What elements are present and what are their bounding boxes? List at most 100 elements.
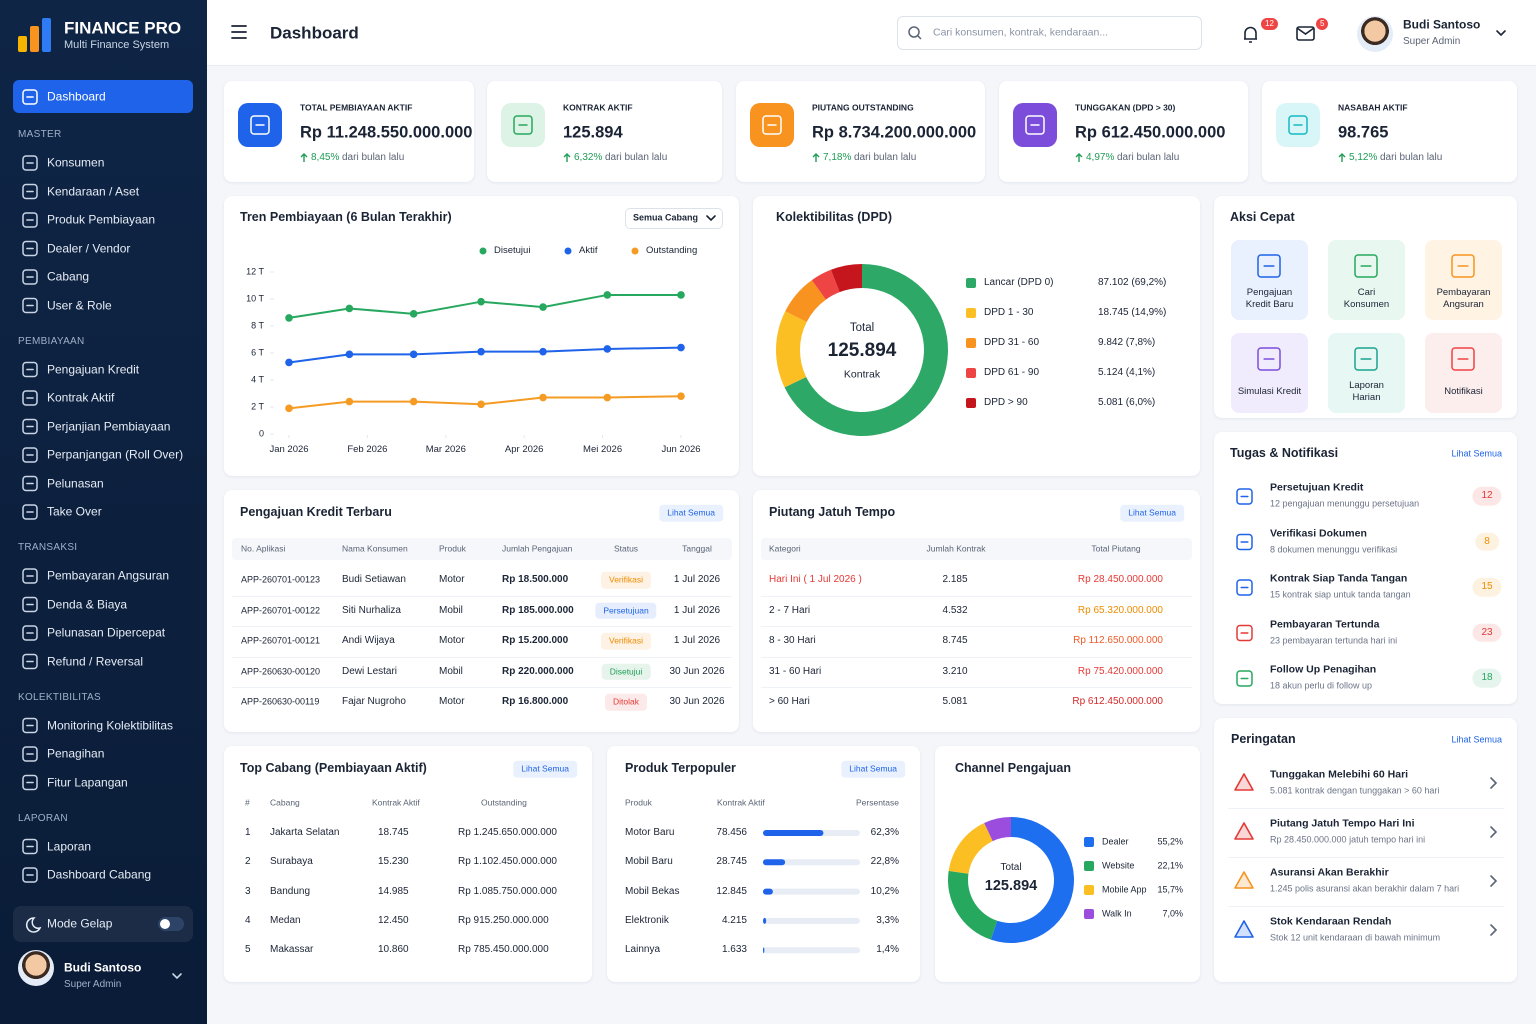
view-all-link[interactable]: Lihat Semua <box>841 760 905 778</box>
table-cell: Rp 220.000.000 <box>502 665 574 677</box>
task-icon <box>1236 488 1253 505</box>
progress-track <box>763 888 860 895</box>
quick-action-label[interactable]: Cari Konsumen <box>1343 287 1390 310</box>
row-divider <box>232 687 732 688</box>
legend-swatch <box>966 308 976 318</box>
view-all-link[interactable]: Lihat Semua <box>659 504 723 522</box>
data-point <box>477 297 485 306</box>
legend-label: DPD 31 - 60 <box>984 336 1040 348</box>
nav-item[interactable]: Pelunasan <box>47 476 104 490</box>
task-title[interactable]: Persetujuan Kredit <box>1270 481 1364 494</box>
quick-action-tile[interactable] <box>1425 240 1502 320</box>
progress-track <box>763 859 860 866</box>
x-tick-label: Jan 2026 <box>269 444 309 456</box>
nav-item[interactable]: Dealer / Vendor <box>47 241 131 255</box>
view-all-link[interactable]: Lihat Semua <box>1451 448 1502 459</box>
quick-action-label[interactable]: Laporan Harian <box>1349 380 1384 403</box>
data-point <box>603 291 612 299</box>
quick-action-tile[interactable] <box>1328 333 1405 413</box>
nav-item[interactable]: Pengajuan Kredit <box>47 362 140 376</box>
view-all-link[interactable]: Lihat Semua <box>1120 504 1184 522</box>
task-title[interactable]: Follow Up Penagihan <box>1270 663 1377 676</box>
legend-label: DPD > 90 <box>984 396 1028 408</box>
nav-item[interactable]: Perpanjangan (Roll Over) <box>47 447 184 462</box>
quick-action-tile[interactable] <box>1425 333 1502 413</box>
alert-title[interactable]: Tunggakan Melebihi 60 Hari <box>1270 768 1409 781</box>
panel-title: Tugas & Notifikasi <box>1230 446 1339 461</box>
message-badge[interactable]: 5 <box>1316 18 1329 30</box>
nav-item[interactable]: Konsumen <box>47 155 105 170</box>
y-tick-label: 8 T <box>251 320 264 331</box>
data-point <box>409 350 418 359</box>
filter-select[interactable] <box>625 208 723 229</box>
quick-action-label[interactable]: Notifikasi <box>1444 386 1483 398</box>
status-pill: Persetujuan <box>595 602 657 619</box>
icon <box>22 746 38 762</box>
legend-label: Dealer <box>1102 836 1129 847</box>
data-point <box>477 347 485 356</box>
nav-item[interactable]: Kontrak Aktif <box>47 390 115 405</box>
quick-action-label[interactable]: Simulasi Kredit <box>1237 386 1302 398</box>
table-cell: Andi Wijaya <box>342 634 395 646</box>
alert-title[interactable]: Stok Kendaraan Rendah <box>1270 915 1392 928</box>
nav-item[interactable]: Monitoring Kolektibilitas <box>47 718 174 732</box>
view-all-link[interactable]: Lihat Semua <box>513 760 577 778</box>
panel <box>753 196 1200 476</box>
nav-item[interactable]: Laporan <box>47 839 92 853</box>
quick-action-icon <box>1451 254 1475 278</box>
quick-action-tile[interactable] <box>1328 240 1405 320</box>
table-cell: 30 Jun 2026 <box>669 695 725 707</box>
task-title[interactable]: Kontrak Siap Tanda Tangan <box>1270 572 1408 585</box>
legend-label: Mobile App <box>1102 884 1147 895</box>
view-all-link[interactable]: Lihat Semua <box>1451 734 1502 745</box>
quick-action-tile[interactable] <box>1231 240 1308 320</box>
active-nav[interactable] <box>13 80 193 113</box>
legend-swatch <box>1084 909 1094 919</box>
nav-item[interactable]: Perjanjian Pembiayaan <box>47 419 171 433</box>
nav-item[interactable]: Penagihan <box>47 746 105 761</box>
row-divider <box>232 595 732 597</box>
nav-item[interactable]: Take Over <box>47 504 102 519</box>
task-title[interactable]: Verifikasi Dokumen <box>1270 526 1367 539</box>
nav-item[interactable]: User & Role <box>47 298 112 312</box>
table-cell: 5.081 <box>942 695 968 707</box>
stat-value: Rp 11.248.550.000.000 <box>300 123 473 142</box>
table-cell: Rp 15.200.000 <box>502 634 569 646</box>
nav-item[interactable]: Pelunasan Dipercepat <box>47 625 166 640</box>
notification-badge[interactable]: 12 <box>1261 18 1278 30</box>
legend-label: DPD 1 - 30 <box>984 306 1034 318</box>
table-cell: Dewi Lestari <box>342 665 398 677</box>
data-point <box>409 310 418 318</box>
nav-item[interactable]: Kendaraan / Aset <box>47 184 140 198</box>
filter-label[interactable]: Semua Cabang <box>633 212 699 223</box>
donut-segment <box>947 870 998 940</box>
quick-action-icon <box>1451 347 1475 371</box>
legend-value: 87.102 (69,2%) <box>1098 276 1167 288</box>
nav-item[interactable]: Denda & Biaya <box>47 597 128 611</box>
nav-item[interactable]: Produk Pembiayaan <box>47 212 156 227</box>
table-cell: APP-260701-00123 <box>241 574 321 585</box>
icon <box>22 653 38 670</box>
nav-item[interactable]: Pembayaran Angsuran <box>47 568 170 583</box>
search-placeholder[interactable]: Cari konsumen, kontrak, kendaraan... <box>933 26 1109 39</box>
y-tick-label: 6 T <box>251 347 264 358</box>
task-count: 15 <box>1472 577 1502 597</box>
quick-action-label[interactable]: Pengajuan Kredit Baru <box>1245 287 1294 310</box>
quick-action-tile[interactable] <box>1231 333 1308 413</box>
row-divider <box>232 656 732 658</box>
nav-item[interactable]: Dashboard Cabang <box>47 867 152 882</box>
alert-title[interactable]: Piutang Jatuh Tempo Hari Ini <box>1270 817 1415 830</box>
quick-action-label[interactable]: Pembayaran Angsuran <box>1436 287 1491 310</box>
nav-item[interactable]: Fitur Lapangan <box>47 775 128 789</box>
search-box[interactable] <box>897 16 1202 50</box>
table-cell: Rp 65.320.000.000 <box>1077 604 1163 616</box>
task-title[interactable]: Pembayaran Tertunda <box>1270 617 1380 630</box>
nav-item-active[interactable]: Dashboard <box>47 89 106 104</box>
nav-item[interactable]: Refund / Reversal <box>47 654 144 668</box>
table-cell: 8 - 30 Hari <box>769 634 816 646</box>
alert-title[interactable]: Asuransi Akan Berakhir <box>1270 866 1389 879</box>
table-cell: 2 - 7 Hari <box>769 604 811 616</box>
product-contracts: 78.456 <box>716 826 747 838</box>
header-avatar[interactable] <box>1357 16 1393 52</box>
nav-item[interactable]: Cabang <box>47 269 90 284</box>
